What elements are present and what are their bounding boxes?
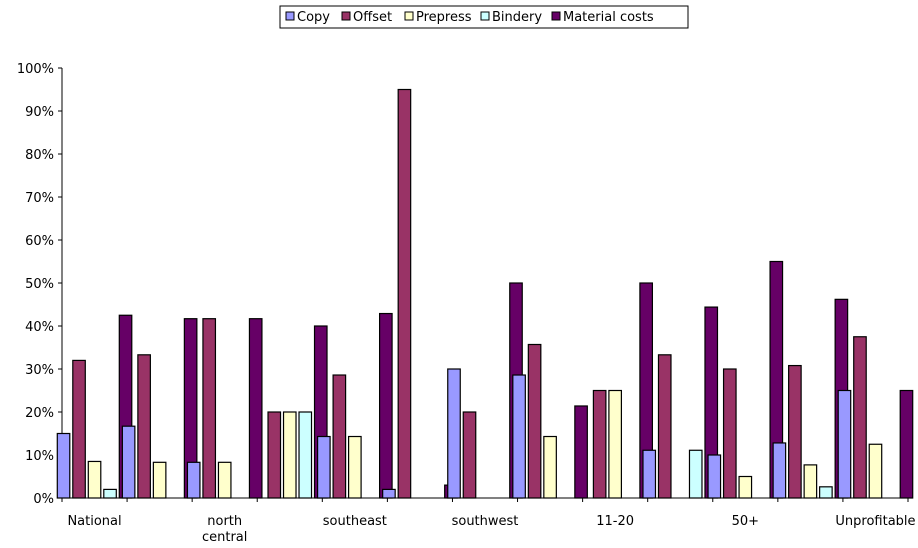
legend-label-copy: Copy [297,10,330,25]
y-tick-label: 10% [25,449,54,464]
bar-offset [527,343,542,499]
x-category-label: north central [202,514,247,545]
bar-prepress [543,435,557,499]
y-tick-label: 30% [25,363,54,378]
legend-label-prepress: Prepress [416,10,472,25]
legend-swatch-material-costs [551,11,561,21]
bar-copy [707,454,722,499]
x-category-label: Unprofitable [835,514,915,529]
bar-material-costs [574,405,588,499]
bar-offset [657,354,672,499]
bar-bindery [103,488,117,499]
legend: Copy Offset Prepress Bindery Material costs [279,5,689,29]
bar-offset [722,368,737,499]
bar-copy [642,449,657,499]
bar-offset [267,411,282,499]
x-axis: National north central southeast southwest 11… [61,497,916,545]
bar-material-costs [899,389,914,499]
bar-copy [772,442,787,499]
bar-copy [56,432,71,499]
bar-prepress [347,435,362,499]
bar-offset [202,318,217,499]
y-tick-label: 100% [17,62,54,77]
bar-copy [186,461,201,499]
bar-offset [462,411,477,499]
legend-swatch-prepress [404,11,414,21]
bar-offset [137,354,151,499]
y-tick-label: 20% [25,406,54,421]
bar-offset [72,359,86,499]
bar-material-costs [378,312,393,499]
legend-label-material-costs: Material costs [563,10,654,25]
bar-copy [121,425,136,499]
bar-copy [447,368,461,499]
bar-offset [788,364,802,499]
bar-offset [853,336,867,499]
bar-prepress [282,411,297,499]
bar-prepress [152,461,167,499]
bar-prepress [868,443,883,499]
bars [56,88,914,499]
bar-prepress [738,475,753,499]
bar-offset [397,88,412,499]
x-category-label: southeast [323,514,387,529]
x-category-label: 50+ [732,514,759,529]
bar-bindery [688,449,703,499]
y-tick-label: 0% [33,492,54,507]
x-category-label: 11-20 [596,514,634,529]
y-axis: 0% 10% 20% 30% 40% 50% 60% 70% 80% 90% 100% [17,62,63,507]
bar-prepress [608,389,623,499]
bar-prepress [217,461,232,499]
bar-offset [592,389,607,499]
legend-swatch-bindery [480,11,490,21]
legend-label-offset: Offset [353,10,392,25]
bar-prepress [87,460,102,499]
bar-copy [837,389,852,499]
bar-offset [332,374,347,499]
y-tick-label: 60% [25,234,54,249]
x-category-label: National [67,514,121,529]
y-tick-label: 90% [25,105,54,120]
bar-copy [512,374,526,499]
y-tick-label: 80% [25,148,54,163]
bar-prepress [803,464,818,499]
legend-swatch-copy [285,11,295,21]
bar-bindery [819,486,833,499]
y-tick-label: 40% [25,320,54,335]
legend-swatch-offset [341,11,351,21]
bar-material-costs [248,318,263,499]
y-tick-label: 50% [25,277,54,292]
legend-label-bindery: Bindery [492,10,542,25]
bar-bindery [298,411,313,499]
x-category-label: southwest [452,514,519,529]
y-tick-label: 70% [25,191,54,206]
bar-copy [316,435,331,499]
bar-copy [382,488,396,499]
